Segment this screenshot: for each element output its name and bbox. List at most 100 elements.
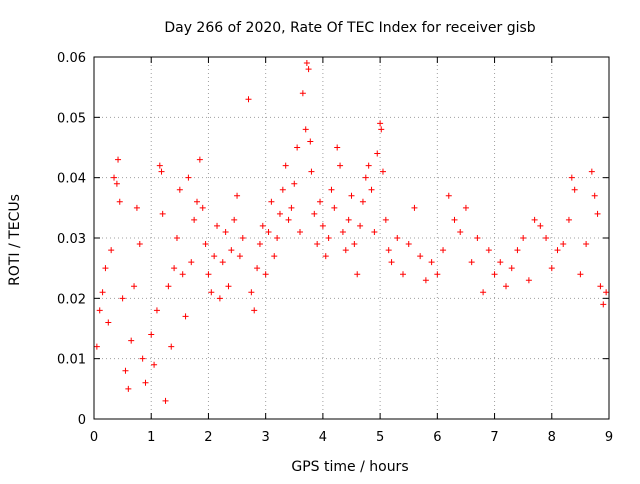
data-point xyxy=(497,259,504,266)
data-point xyxy=(371,228,378,235)
data-point xyxy=(568,174,575,181)
data-point xyxy=(133,204,140,211)
data-point xyxy=(291,180,298,187)
data-point xyxy=(151,361,158,368)
data-point xyxy=(205,271,212,278)
x-tick-label: 3 xyxy=(262,430,270,445)
data-point xyxy=(231,216,238,223)
data-point xyxy=(334,144,341,151)
x-tick-label: 9 xyxy=(605,430,613,445)
data-point xyxy=(282,162,289,169)
data-point xyxy=(451,216,458,223)
y-tick-label: 0.05 xyxy=(57,111,86,126)
data-point xyxy=(288,204,295,211)
data-point xyxy=(119,295,126,302)
y-tick-label: 0.03 xyxy=(57,232,86,247)
data-point xyxy=(359,198,366,205)
data-point xyxy=(156,162,163,169)
data-point xyxy=(428,259,435,266)
data-point xyxy=(125,385,132,392)
x-tick-label: 5 xyxy=(376,430,384,445)
data-point xyxy=(158,168,165,175)
data-point xyxy=(222,228,229,235)
data-point xyxy=(136,241,143,248)
data-point xyxy=(603,289,610,296)
data-point xyxy=(111,174,118,181)
y-tick-label: 0.02 xyxy=(57,292,86,307)
data-point xyxy=(153,307,160,314)
data-point xyxy=(508,265,515,272)
data-point xyxy=(531,216,538,223)
data-point xyxy=(554,247,561,254)
data-point xyxy=(342,247,349,254)
x-axis-label: GPS time / hours xyxy=(291,459,408,475)
data-point xyxy=(514,247,521,254)
data-point xyxy=(337,162,344,169)
data-point xyxy=(256,241,263,248)
axis-ticks: 0 1 2 3 4 5 6 7 8 9 0 0.01 0.02 0.03 0.04 0.05 0.06 xyxy=(57,51,613,445)
data-point xyxy=(379,168,386,175)
data-point xyxy=(168,343,175,350)
data-point xyxy=(285,216,292,223)
data-point xyxy=(600,301,607,308)
data-point xyxy=(434,271,441,278)
data-point xyxy=(319,222,326,229)
data-point xyxy=(245,96,252,103)
data-point xyxy=(185,174,192,181)
data-series xyxy=(93,60,610,404)
data-point xyxy=(400,271,406,278)
data-point xyxy=(194,198,200,205)
data-point xyxy=(139,355,146,362)
data-point xyxy=(225,283,232,290)
data-point xyxy=(485,247,492,254)
data-point xyxy=(462,204,469,211)
data-point xyxy=(162,397,169,404)
data-point xyxy=(445,192,452,199)
data-point xyxy=(274,235,281,241)
data-point xyxy=(548,265,555,272)
data-point xyxy=(345,216,352,223)
data-point xyxy=(422,277,429,284)
data-point xyxy=(208,289,215,296)
data-point xyxy=(520,235,527,241)
data-point xyxy=(588,168,595,175)
data-point xyxy=(565,216,572,223)
data-point xyxy=(268,198,275,205)
data-point xyxy=(314,241,321,248)
data-point xyxy=(491,271,498,278)
data-point xyxy=(365,162,372,169)
data-point xyxy=(294,144,301,151)
data-point xyxy=(597,283,604,290)
chart-title: Day 266 of 2020, Rate Of TEC Index for r… xyxy=(164,20,535,36)
data-point xyxy=(571,186,578,193)
data-point xyxy=(219,259,226,266)
data-point xyxy=(297,228,303,235)
data-point xyxy=(262,271,269,278)
x-tick-label: 6 xyxy=(433,430,441,445)
data-point xyxy=(108,247,115,254)
data-point xyxy=(322,253,329,260)
data-point xyxy=(176,186,183,193)
data-point xyxy=(142,379,149,386)
data-point xyxy=(543,235,550,241)
x-tick-label: 8 xyxy=(548,430,556,445)
data-point xyxy=(468,259,475,266)
data-point xyxy=(417,253,424,260)
data-point xyxy=(188,259,195,266)
data-point xyxy=(234,192,241,199)
data-point xyxy=(211,253,218,260)
data-point xyxy=(362,174,369,181)
x-tick-label: 2 xyxy=(204,430,212,445)
data-point xyxy=(276,210,283,217)
data-point xyxy=(191,216,198,223)
data-point xyxy=(99,289,106,296)
data-point xyxy=(357,222,364,229)
data-point xyxy=(328,186,335,193)
data-point xyxy=(228,247,235,254)
data-point xyxy=(382,216,389,223)
y-tick-label: 0.01 xyxy=(57,353,86,368)
data-point xyxy=(271,253,278,260)
data-point xyxy=(179,271,186,278)
